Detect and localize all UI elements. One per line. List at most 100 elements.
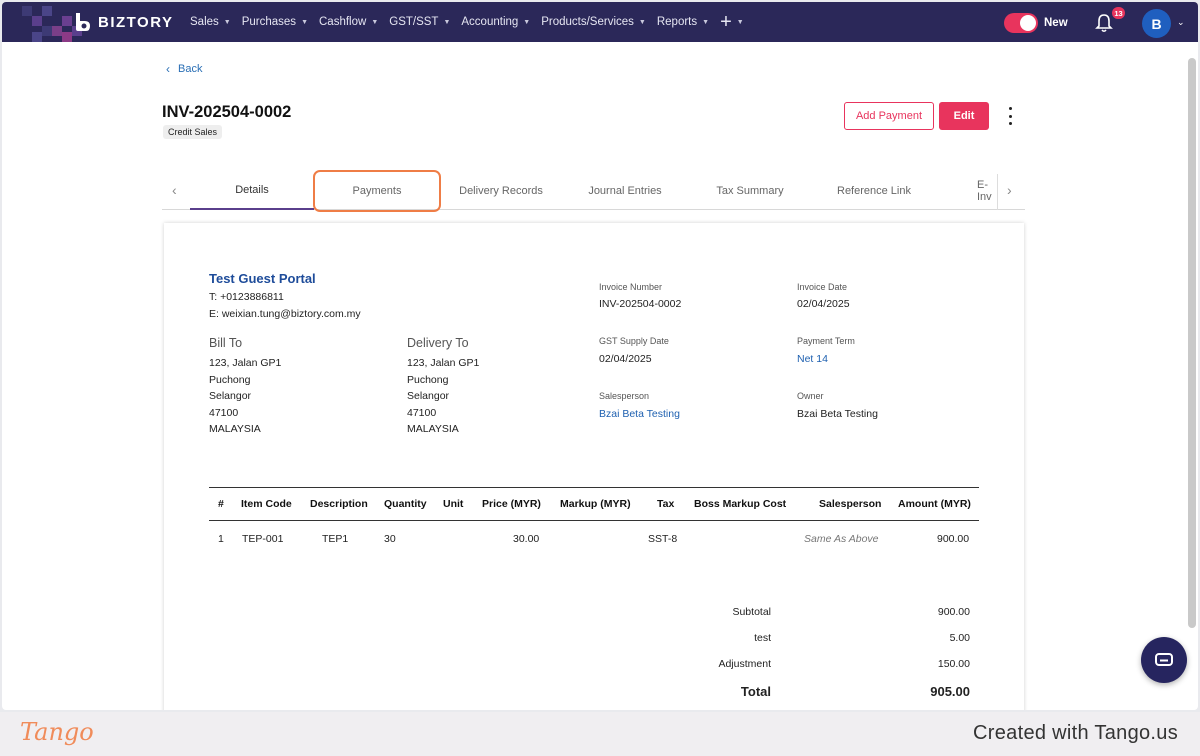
salesperson-link[interactable]: Bzai Beta Testing: [599, 408, 680, 420]
menu-label: Products/Services: [541, 16, 634, 28]
tab-e-invoice[interactable]: E-Inv: [977, 179, 992, 203]
invoice-number-value: INV-202504-0002: [599, 298, 682, 310]
chevron-down-icon: ▼: [301, 18, 308, 26]
adjustment-label: Adjustment: [718, 658, 771, 670]
address-line: MALAYSIA: [209, 423, 261, 435]
menu-accounting[interactable]: Accounting ▼: [461, 16, 530, 28]
back-link[interactable]: ‹ Back: [166, 62, 202, 76]
menu-sales[interactable]: Sales ▼: [190, 16, 231, 28]
invoice-card: Test Guest Portal T: +0123886811 E: weix…: [164, 223, 1024, 710]
gst-supply-date-label: GST Supply Date: [599, 336, 669, 346]
menu-products-services[interactable]: Products/Services ▼: [541, 16, 646, 28]
biztory-logo-icon: [76, 13, 90, 31]
chevron-right-icon[interactable]: ›: [1007, 182, 1012, 198]
column-header: Boss Markup Cost: [694, 498, 787, 510]
avatar[interactable]: B: [1142, 9, 1171, 38]
subtotal-label: Subtotal: [732, 606, 771, 618]
tab-reference-link[interactable]: Reference Link: [837, 185, 911, 197]
created-with-text: Created with Tango.us: [973, 722, 1178, 744]
column-header: Tax: [657, 498, 675, 510]
top-navbar: BIZTORY Sales ▼ Purchases ▼ Cashflow ▼ GST/…: [2, 2, 1198, 42]
biztory-logo[interactable]: BIZTORY: [72, 11, 174, 33]
item-code-link[interactable]: TEP-001: [242, 533, 284, 545]
delivery-to-address: 123, Jalan GP1 Puchong Selangor 47100 MA…: [407, 355, 479, 438]
adjustment-value: 150.00: [937, 658, 970, 670]
page-title: INV-202504-0002: [162, 103, 292, 121]
chevron-left-icon[interactable]: ‹: [172, 182, 177, 198]
invoice-number-label: Invoice Number: [599, 282, 663, 292]
bell-icon[interactable]: [1094, 12, 1114, 34]
tab-bar: ‹ Details Payments Delivery Records Jour…: [162, 172, 1025, 210]
chevron-down-icon: ▼: [736, 18, 744, 26]
bill-to-header: Bill To: [209, 336, 243, 350]
column-header: Markup (MYR): [560, 498, 631, 510]
tab-tax-summary[interactable]: Tax Summary: [716, 185, 784, 197]
bill-to-address: 123, Jalan GP1 Puchong Selangor 47100 MA…: [209, 355, 281, 438]
test-value: 5.00: [949, 632, 970, 644]
tab-delivery-records[interactable]: Delivery Records: [459, 185, 543, 197]
menu-label: Reports: [656, 16, 698, 28]
plus-icon: +: [720, 11, 732, 33]
edit-button[interactable]: Edit: [939, 102, 989, 130]
tab-payments-highlight: [313, 170, 441, 212]
back-label: Back: [178, 63, 203, 75]
column-header: Description: [310, 498, 368, 510]
owner-label: Owner: [797, 391, 824, 401]
payment-term-link[interactable]: Net 14: [797, 353, 828, 365]
menu-cashflow[interactable]: Cashflow ▼: [319, 16, 378, 28]
brand-pixel-pattern: [2, 2, 102, 42]
menu-purchases[interactable]: Purchases ▼: [242, 16, 308, 28]
tango-logo: Tango: [20, 718, 94, 746]
tango-footer: Tango Created with Tango.us: [0, 712, 1200, 756]
delivery-to-header: Delivery To: [407, 336, 469, 350]
tab-journal-entries[interactable]: Journal Entries: [588, 185, 662, 197]
new-ui-toggle[interactable]: New: [1004, 13, 1068, 33]
company-name: Test Guest Portal: [209, 271, 316, 286]
address-line: MALAYSIA: [407, 423, 459, 435]
chevron-down-icon: ▼: [523, 18, 531, 26]
app-window: BIZTORY Sales ▼ Purchases ▼ Cashflow ▼ GST/…: [2, 2, 1198, 710]
column-header: Unit: [443, 498, 464, 510]
menu-gst-sst[interactable]: GST/SST ▼: [389, 16, 450, 28]
item-amount: 900.00: [937, 533, 970, 545]
invoice-type-chip: Credit Sales: [163, 125, 223, 139]
items-table-header: # Item Code Description Quantity Unit Pr…: [209, 487, 979, 521]
column-header: Salesperson: [819, 498, 882, 510]
payment-term-label: Payment Term: [797, 336, 855, 346]
column-header: Price (MYR): [482, 498, 541, 510]
menu-quick-add[interactable]: + ▼: [720, 12, 744, 32]
owner-value: Bzai Beta Testing: [797, 408, 878, 420]
tab-details[interactable]: Details: [190, 172, 314, 210]
column-header: Amount (MYR): [898, 498, 971, 510]
gst-supply-date-value: 02/04/2025: [599, 353, 652, 365]
menu-label: Sales: [190, 16, 219, 28]
tab-payments[interactable]: Payments: [352, 185, 402, 197]
chevron-down-icon: ▼: [223, 18, 231, 26]
chevron-down-icon[interactable]: ⌄: [1177, 17, 1185, 27]
main-menu: Sales ▼ Purchases ▼ Cashflow ▼ GST/SST ▼ Acc…: [190, 2, 744, 42]
chat-icon: [1155, 653, 1173, 666]
item-salesperson: Same As Above: [804, 533, 879, 545]
add-payment-button[interactable]: Add Payment: [844, 102, 934, 130]
more-options-icon[interactable]: [1006, 107, 1014, 125]
address-line: Puchong: [407, 373, 449, 386]
address-line: 47100: [407, 406, 437, 419]
toggle-switch[interactable]: [1004, 13, 1038, 33]
menu-reports[interactable]: Reports ▼: [657, 16, 709, 28]
toggle-label: New: [1044, 17, 1068, 29]
menu-label: GST/SST: [389, 16, 439, 28]
total-value: 905.00: [930, 684, 970, 699]
chat-button[interactable]: [1141, 637, 1187, 683]
menu-label: Accounting: [461, 16, 519, 28]
test-label: test: [754, 632, 771, 644]
address-line: 123, Jalan GP1: [407, 357, 480, 369]
address-line: Selangor: [407, 390, 450, 402]
total-label: Total: [740, 684, 771, 699]
chevron-down-icon: ▼: [371, 18, 379, 26]
item-description: TEP1: [322, 533, 349, 545]
invoice-date-label: Invoice Date: [797, 282, 848, 292]
toggle-knob: [1020, 15, 1036, 31]
row-number: 1: [218, 533, 224, 545]
column-header: Item Code: [241, 498, 292, 510]
page-scrollbar[interactable]: [1188, 58, 1196, 628]
